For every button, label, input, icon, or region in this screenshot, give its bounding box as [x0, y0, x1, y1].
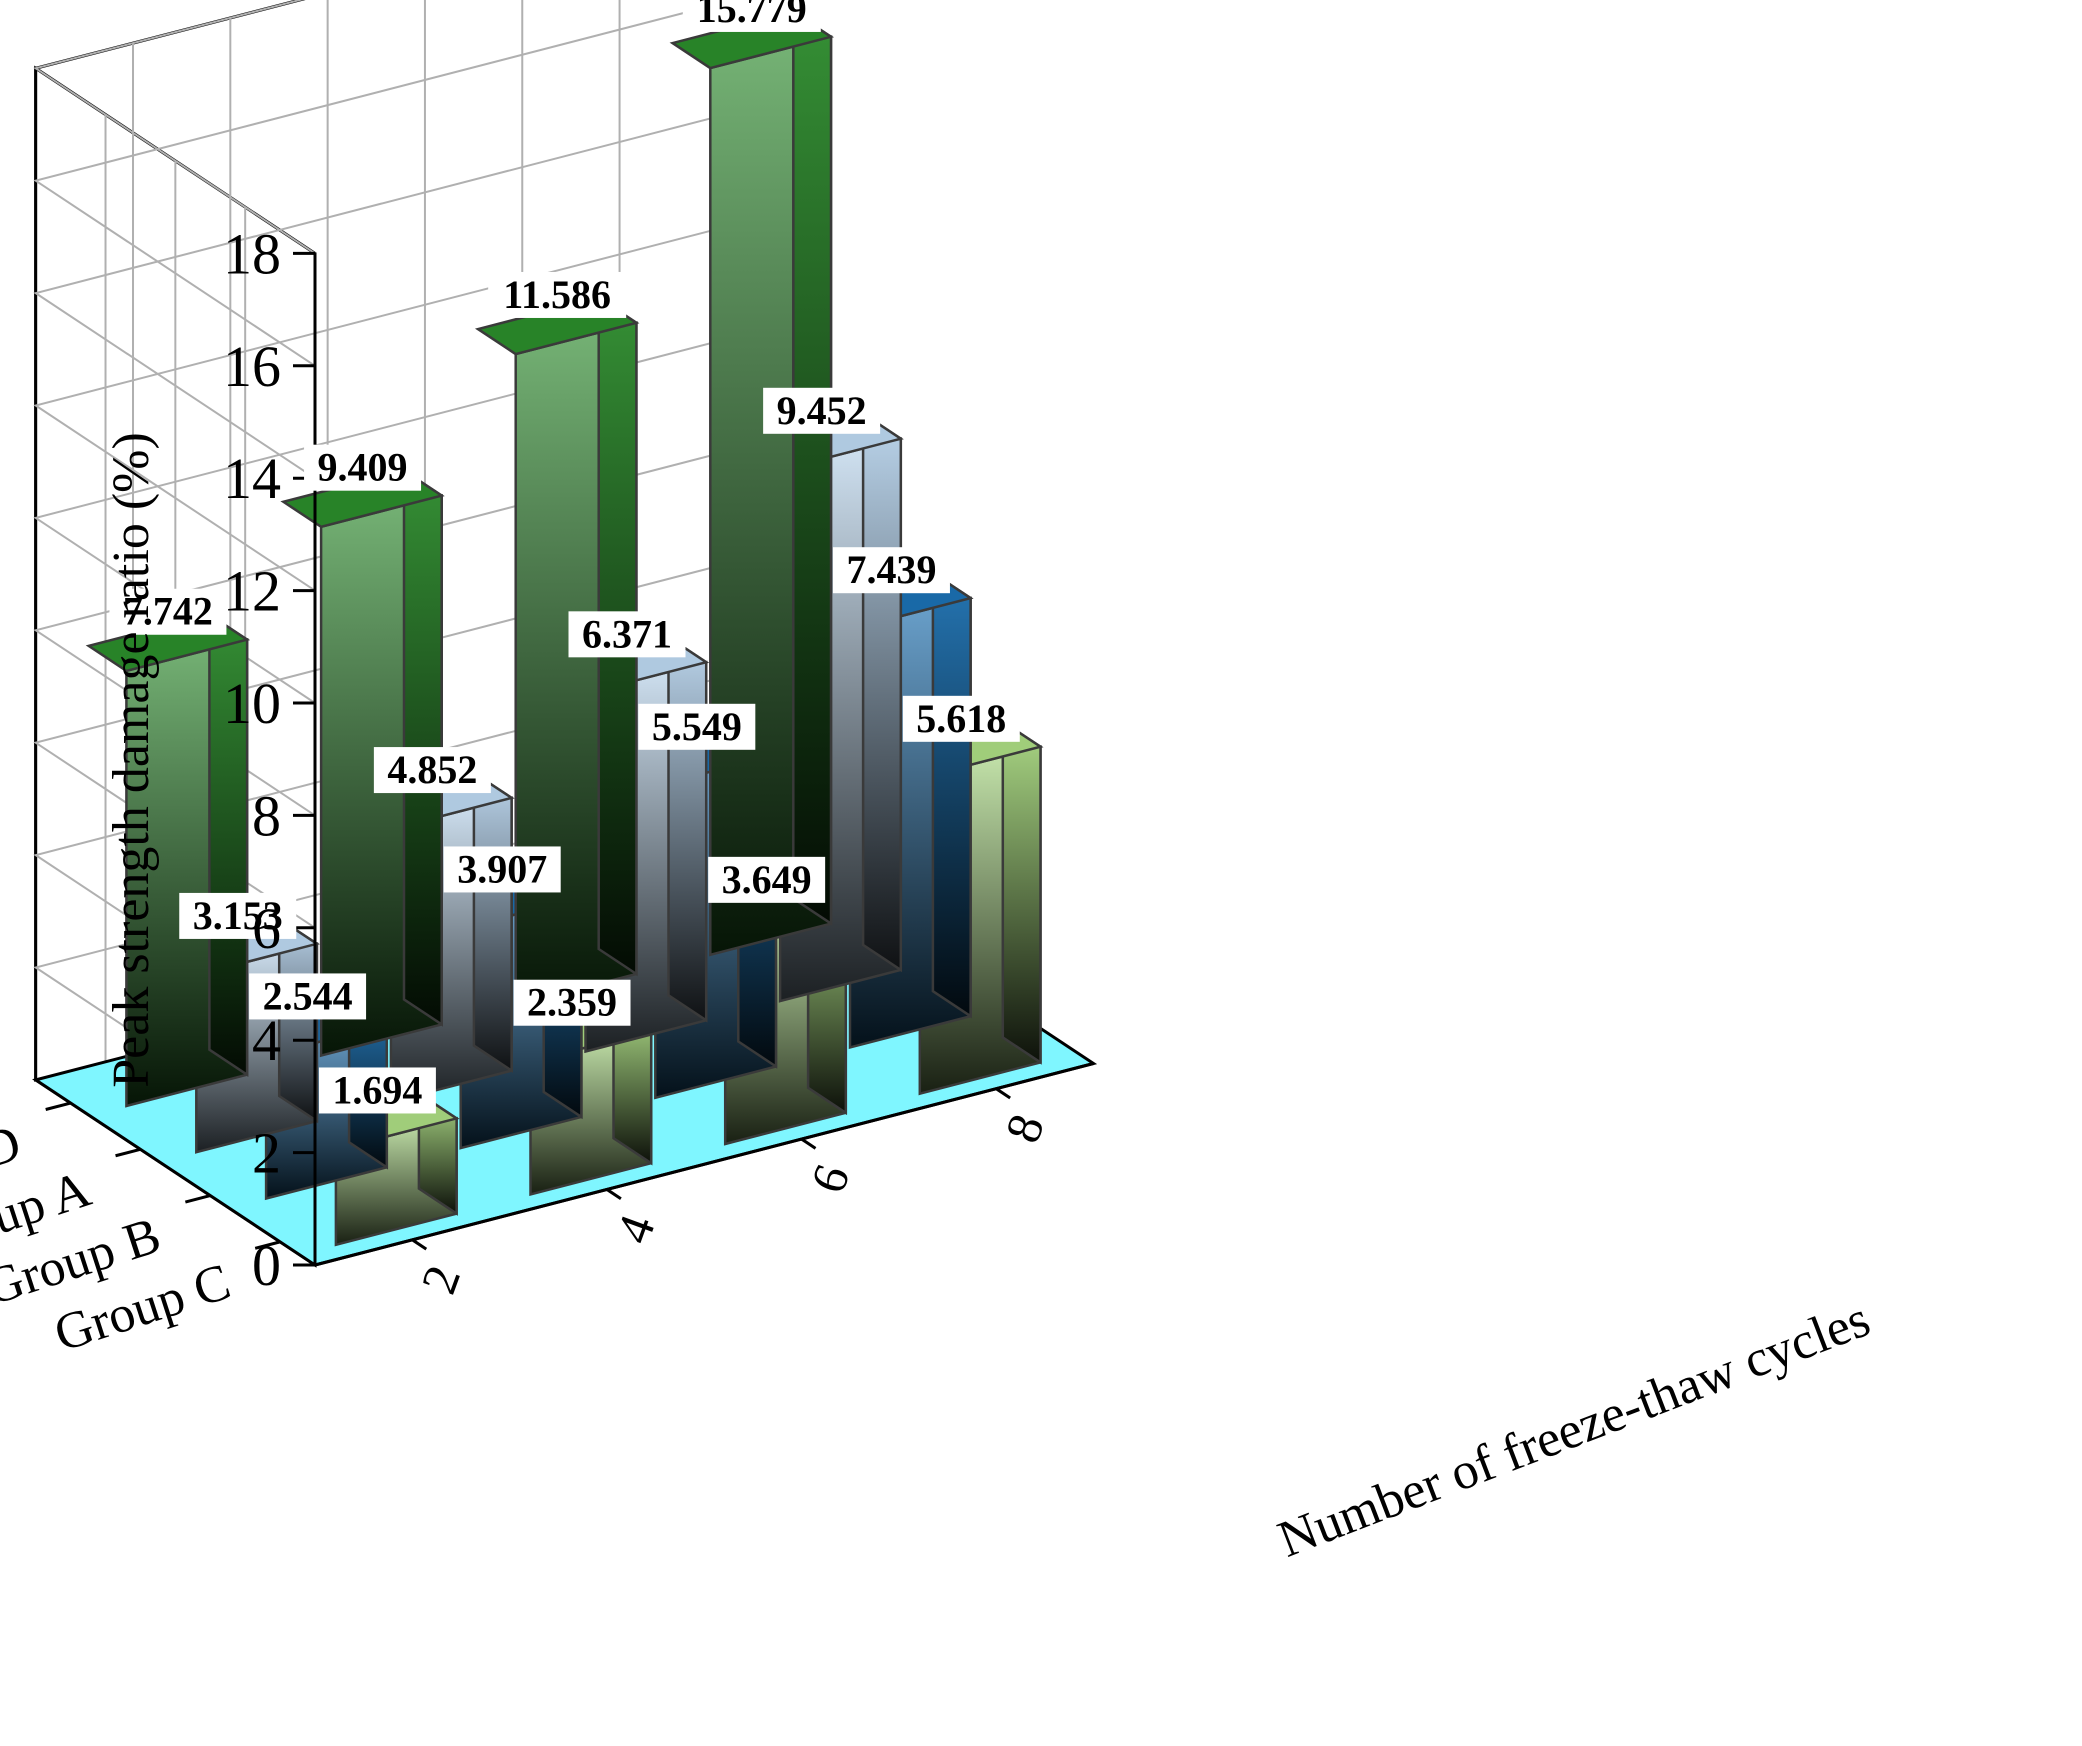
x-tick: [800, 1137, 817, 1150]
x-tick: [995, 1087, 1011, 1100]
data-label: 3.153: [193, 893, 283, 938]
labels: 1.694 2.359 3.649 5.618 2.544 3.907 5.549 7.439…: [0, 0, 1055, 1363]
x-tick-label: 2: [410, 1258, 471, 1301]
data-label: 1.694: [332, 1067, 422, 1112]
x-tick: [606, 1188, 622, 1200]
data-label: 5.618: [916, 696, 1006, 741]
y-tick-label: 16: [223, 334, 281, 399]
y-tick-label: 2: [252, 1121, 281, 1186]
data-label: 7.742: [123, 589, 213, 634]
y-tick-label: 14: [223, 446, 281, 511]
data-label-bg: [902, 695, 1020, 742]
bar-side-face: [792, 9, 833, 926]
data-label-bg: [513, 979, 631, 1026]
data-label-bg: [568, 611, 686, 658]
category-tick: [184, 1194, 211, 1204]
category-tick: [254, 1240, 281, 1250]
data-label-bg: [763, 387, 881, 434]
data-label: 15.779: [697, 0, 807, 31]
y-tick-label: 10: [223, 671, 281, 736]
data-label-bg: [304, 444, 422, 491]
gridline-y: [33, 203, 815, 592]
y-axis-title: Peak strength damage ratio (%): [103, 432, 160, 1088]
y-tick-label: 4: [252, 1008, 281, 1073]
data-label: 5.549: [652, 704, 742, 749]
data-label-bg: [708, 856, 826, 903]
data-label: 4.852: [387, 747, 477, 792]
bar-side-face: [667, 634, 708, 1023]
data-label-bg: [638, 703, 756, 750]
y-tick-label: 12: [223, 559, 281, 624]
bar-side-face: [931, 570, 972, 1019]
data-label: 11.586: [503, 272, 611, 317]
data-label-bg: [373, 747, 491, 794]
data-label: 2.359: [527, 980, 617, 1025]
data-label: 6.371: [582, 611, 672, 656]
y-tick-label: 8: [252, 783, 281, 848]
bar-side-face: [861, 411, 903, 973]
data-label-bg: [249, 973, 367, 1020]
bar-side-face: [472, 770, 513, 1073]
y-tick-label: 6: [252, 896, 281, 961]
x-tick-label: 4: [605, 1208, 666, 1251]
y-tick-label: 18: [223, 221, 281, 286]
data-label: 9.409: [318, 445, 408, 490]
data-label-bg: [443, 846, 561, 893]
data-label: 2.544: [263, 973, 353, 1018]
data-label: 3.649: [722, 857, 812, 902]
x-tick-label: 6: [799, 1157, 860, 1200]
data-label-bg: [318, 1067, 436, 1114]
data-label-bg: [682, 0, 821, 32]
data-label: 3.907: [457, 846, 547, 891]
data-label: 9.452: [777, 388, 867, 433]
data-label-bg: [832, 547, 950, 594]
bar-side-face: [1001, 719, 1042, 1065]
y-tick-label: 0: [252, 1233, 281, 1298]
gridline-y: [33, 0, 316, 255]
x-tick-label: 8: [994, 1107, 1055, 1150]
data-label-bg: [488, 271, 627, 318]
category-tick: [45, 1101, 71, 1111]
x-axis-line: [314, 1062, 1094, 1267]
category-tick: [115, 1147, 141, 1158]
gridline-y: [33, 90, 815, 480]
x-tick: [411, 1238, 428, 1251]
bar-group-d-6: [474, 295, 640, 1007]
axes: [45, 251, 1094, 1267]
data-label: 7.439: [846, 547, 936, 592]
gridline-y: [33, 0, 738, 367]
x-axis-title: Number of freeze-thaw cycles: [1271, 1290, 1878, 1568]
data-label-bg: [109, 588, 227, 635]
data-label-bg: [179, 892, 297, 939]
